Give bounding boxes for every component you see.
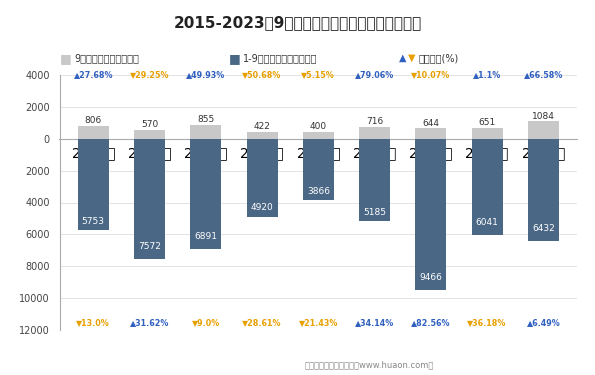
Text: ▼36.18%: ▼36.18% [468,318,507,327]
Bar [528,139,559,241]
Text: ▲1.1%: ▲1.1% [473,70,501,79]
Text: ▲49.93%: ▲49.93% [186,70,226,79]
Text: 400: 400 [310,122,327,131]
Text: ▼: ▼ [408,53,415,63]
Text: ▲27.68%: ▲27.68% [74,70,113,79]
Text: ■: ■ [60,52,71,64]
Text: ▲66.58%: ▲66.58% [524,70,563,79]
Bar [303,139,334,200]
Bar [472,128,503,139]
Bar [359,128,390,139]
Bar [528,122,559,139]
Text: ▲: ▲ [399,53,406,63]
Bar [190,139,221,249]
Bar [246,139,277,217]
Text: ▼10.07%: ▼10.07% [411,70,450,79]
Bar [415,139,446,290]
Bar [134,130,165,139]
Text: ▲6.49%: ▲6.49% [527,318,560,327]
Bar [246,132,277,139]
Text: 5753: 5753 [82,217,105,226]
Text: 644: 644 [422,118,439,128]
Text: 1084: 1084 [532,111,555,120]
Text: 9月期货成交量（万手）: 9月期货成交量（万手） [74,53,139,63]
Text: 422: 422 [253,122,271,131]
Text: ▼29.25%: ▼29.25% [130,70,169,79]
Text: ▲34.14%: ▲34.14% [355,318,394,327]
Text: ▼5.15%: ▼5.15% [302,70,335,79]
Bar [190,125,221,139]
Bar [303,132,334,139]
Text: 4920: 4920 [250,203,274,212]
Text: 3866: 3866 [307,187,330,196]
Text: 6432: 6432 [532,224,555,233]
Text: ▲31.62%: ▲31.62% [130,318,169,327]
Text: 同比增长(%): 同比增长(%) [418,53,459,63]
Text: 651: 651 [478,118,496,128]
Bar [78,139,109,231]
Text: 806: 806 [84,116,102,125]
Text: 716: 716 [366,117,383,126]
Text: 制图：华经产业研究院（www.huaon.com）: 制图：华经产业研究院（www.huaon.com） [304,360,434,369]
Bar [415,129,446,139]
Text: 2015-2023年9月上海期货交易所天胶期货成交量: 2015-2023年9月上海期货交易所天胶期货成交量 [173,15,422,30]
Text: ▼28.61%: ▼28.61% [242,318,282,327]
Text: 570: 570 [141,120,158,129]
Bar [359,139,390,221]
Text: ▼50.68%: ▼50.68% [242,70,282,79]
Text: 1-9月期货成交量（万手）: 1-9月期货成交量（万手） [243,53,317,63]
Text: ▲79.06%: ▲79.06% [355,70,394,79]
Text: 6041: 6041 [475,218,499,227]
Text: 9466: 9466 [419,273,442,282]
Text: ▼9.0%: ▼9.0% [192,318,220,327]
Text: ▲82.56%: ▲82.56% [411,318,450,327]
Text: 7572: 7572 [138,243,161,252]
Text: 6891: 6891 [195,232,217,241]
Text: 5185: 5185 [363,208,386,217]
Text: 855: 855 [197,115,214,124]
Bar [472,139,503,235]
Bar [134,139,165,260]
Text: ■: ■ [229,52,241,64]
Text: ▼13.0%: ▼13.0% [76,318,110,327]
Bar [78,126,109,139]
Text: ▼21.43%: ▼21.43% [299,318,338,327]
